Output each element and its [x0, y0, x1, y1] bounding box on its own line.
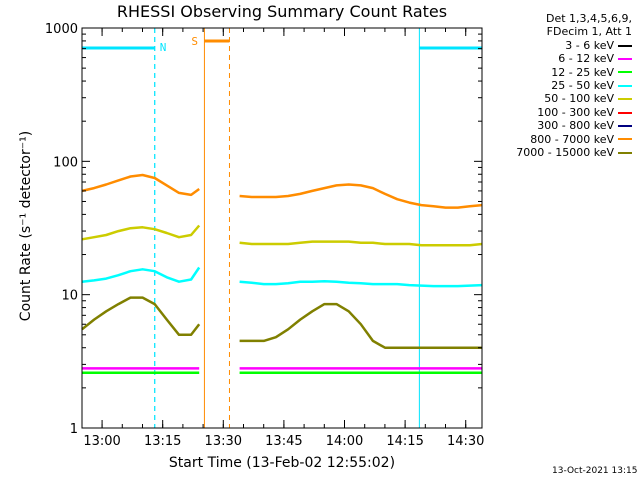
- legend-entry: 7000 - 15000 keV: [484, 146, 638, 159]
- x-axis-label: Start Time (13-Feb-02 12:55:02): [169, 455, 395, 471]
- legend-entry-label: 50 - 100 keV: [544, 92, 614, 106]
- legend-swatch: [618, 138, 632, 141]
- legend-entry: 3 - 6 keV: [484, 39, 638, 52]
- legend-entry: 12 - 25 keV: [484, 66, 638, 79]
- legend-entry: 100 - 300 keV: [484, 106, 638, 119]
- y-tick-label: 10: [61, 289, 78, 304]
- series-line-8: [81, 296, 482, 349]
- legend-entry-label: 300 - 800 keV: [537, 119, 614, 133]
- legend-entries: 3 - 6 keV 6 - 12 keV 12 - 25 keV 25 - 50 ke…: [484, 39, 638, 160]
- y-axis-label: Count Rate (s⁻¹ detector⁻¹): [18, 131, 34, 321]
- legend-entry: 800 - 7000 keV: [484, 133, 638, 146]
- x-tick-label: 13:15: [144, 434, 181, 449]
- x-tick-label: 13:45: [265, 434, 302, 449]
- footer-timestamp: 13-Oct-2021 13:15: [552, 466, 638, 476]
- legend-swatch: [618, 57, 632, 60]
- chart-series: [81, 173, 483, 374]
- legend-entry: 25 - 50 keV: [484, 79, 638, 92]
- legend-swatch: [618, 71, 632, 74]
- legend-header-detectors: Det 1,3,4,5,6,9,: [545, 12, 632, 25]
- legend-entry: 50 - 100 keV: [484, 92, 638, 105]
- x-tick-label: 13:30: [205, 434, 242, 449]
- night-marker-label: N: [160, 41, 167, 54]
- saa-marker-label: S: [191, 35, 198, 48]
- legend-entry-label: 7000 - 15000 keV: [516, 146, 614, 160]
- legend-entry-label: 12 - 25 keV: [551, 65, 614, 79]
- x-tick-label: 14:30: [447, 434, 484, 449]
- x-tick-label: 14:15: [386, 434, 423, 449]
- chart-axes: 1 10 100 1000 13:00 13:15 13:30 13:45 14:00 14:15…: [45, 22, 485, 449]
- chart-legend: Det 1,3,4,5,6,9, FDecim 1, Att 1 3 - 6 k…: [484, 12, 638, 159]
- legend-entry-label: 800 - 7000 keV: [530, 132, 614, 146]
- legend-swatch: [618, 151, 632, 154]
- y-tick-label: 1000: [45, 22, 78, 37]
- plot-frame: [81, 27, 483, 429]
- legend-entry: 300 - 800 keV: [484, 119, 638, 132]
- legend-swatch: [618, 84, 632, 87]
- legend-swatch: [618, 98, 632, 101]
- legend-swatch: [618, 124, 632, 127]
- y-tick-label: 100: [53, 155, 78, 170]
- series-line-4: [81, 224, 483, 247]
- legend-swatch: [618, 44, 632, 47]
- legend-entry-label: 100 - 300 keV: [537, 105, 614, 119]
- x-tick-label: 13:00: [83, 434, 120, 449]
- legend-entry-label: 6 - 12 keV: [558, 52, 614, 66]
- legend-header-settings: FDecim 1, Att 1: [546, 25, 632, 39]
- legend-entry: 6 - 12 keV: [484, 52, 638, 65]
- legend-swatch: [618, 111, 632, 114]
- series-line-7: [81, 173, 483, 209]
- legend-entry-label: 25 - 50 keV: [551, 79, 614, 93]
- series-line-3: [81, 266, 483, 288]
- chart-title: RHESSI Observing Summary Count Rates: [117, 2, 447, 21]
- legend-entry-label: 3 - 6 keV: [565, 38, 614, 52]
- y-tick-label: 1: [70, 422, 78, 437]
- x-tick-label: 14:00: [326, 434, 363, 449]
